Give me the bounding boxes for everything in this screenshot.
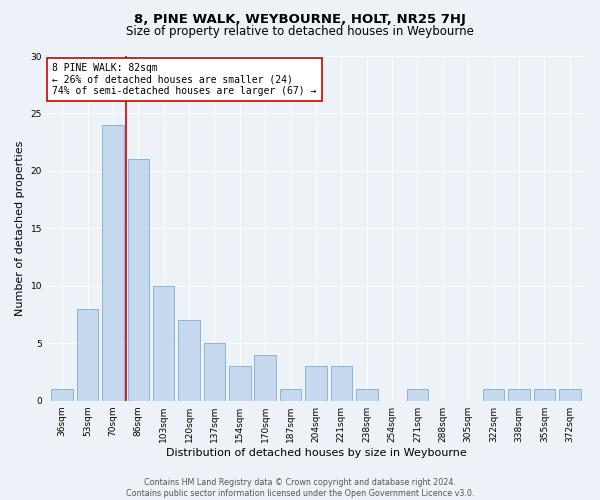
Bar [280, 389, 301, 400]
Bar [483, 389, 505, 400]
Bar [102, 125, 124, 400]
Bar [203, 344, 225, 400]
Text: Contains HM Land Registry data © Crown copyright and database right 2024.
Contai: Contains HM Land Registry data © Crown c… [126, 478, 474, 498]
Bar [229, 366, 251, 400]
Bar [407, 389, 428, 400]
Text: 8, PINE WALK, WEYBOURNE, HOLT, NR25 7HJ: 8, PINE WALK, WEYBOURNE, HOLT, NR25 7HJ [134, 12, 466, 26]
Bar [77, 309, 98, 400]
Bar [153, 286, 175, 401]
Bar [254, 354, 276, 401]
Bar [128, 160, 149, 400]
Bar [559, 389, 581, 400]
X-axis label: Distribution of detached houses by size in Weybourne: Distribution of detached houses by size … [166, 448, 466, 458]
Bar [178, 320, 200, 400]
Bar [52, 389, 73, 400]
Y-axis label: Number of detached properties: Number of detached properties [15, 140, 25, 316]
Text: Size of property relative to detached houses in Weybourne: Size of property relative to detached ho… [126, 25, 474, 38]
Bar [331, 366, 352, 400]
Bar [533, 389, 555, 400]
Bar [305, 366, 327, 400]
Text: 8 PINE WALK: 82sqm
← 26% of detached houses are smaller (24)
74% of semi-detache: 8 PINE WALK: 82sqm ← 26% of detached hou… [52, 63, 317, 96]
Bar [508, 389, 530, 400]
Bar [356, 389, 377, 400]
